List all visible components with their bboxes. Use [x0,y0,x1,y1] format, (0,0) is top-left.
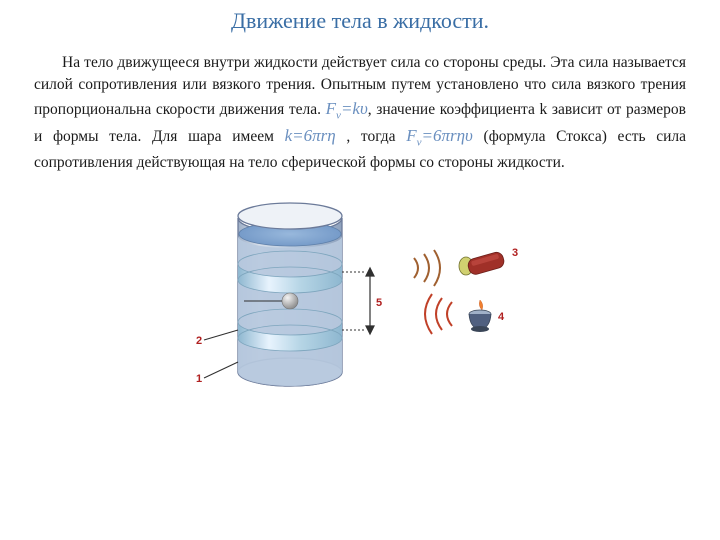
label-5: 5 [376,297,382,309]
label-3: 3 [512,247,518,259]
label-4: 4 [498,311,505,323]
cylinder [238,203,342,386]
label-2: 2 [196,335,202,347]
candle-icon [425,294,491,334]
stokes-diagram: 1 2 5 [180,202,540,402]
sphere-icon [282,293,298,309]
body-paragraph: На тело движущееся внутри жидкости дейст… [34,52,686,174]
label-1: 1 [196,373,202,385]
figure-container: 1 2 5 [34,202,686,407]
text-seg-3: , тогда [336,128,407,145]
distance-arrow [366,268,374,334]
formula-1: Fv=kυ [326,99,368,118]
page-title: Движение тела в жидкости. [34,8,686,34]
flashlight-icon [414,250,506,286]
formula-2: k=6πrη [285,126,336,145]
formula-3: Fv=6πrηυ [406,126,473,145]
